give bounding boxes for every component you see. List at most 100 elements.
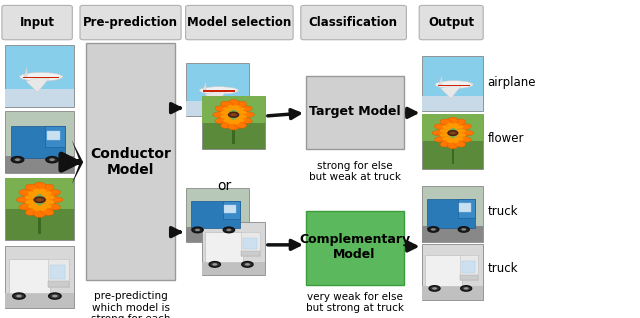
Polygon shape <box>470 84 473 86</box>
Ellipse shape <box>232 105 240 110</box>
Bar <box>428 199 475 228</box>
Ellipse shape <box>38 189 47 194</box>
Bar <box>5 293 74 308</box>
Bar <box>11 126 65 158</box>
Text: airplane: airplane <box>488 76 536 89</box>
Bar <box>191 201 240 228</box>
Circle shape <box>245 263 250 266</box>
Ellipse shape <box>236 118 244 122</box>
Ellipse shape <box>215 106 228 112</box>
Circle shape <box>52 295 58 297</box>
Circle shape <box>37 198 42 201</box>
FancyBboxPatch shape <box>80 5 181 40</box>
Ellipse shape <box>25 196 36 200</box>
Text: or: or <box>217 179 231 193</box>
Text: Classification: Classification <box>308 16 398 29</box>
Bar <box>5 89 74 107</box>
Text: Output: Output <box>428 16 474 29</box>
Bar <box>422 226 483 242</box>
Ellipse shape <box>40 184 54 192</box>
Ellipse shape <box>447 142 458 149</box>
Ellipse shape <box>215 118 228 124</box>
Bar <box>186 63 249 116</box>
Text: very weak for else
but strong at truck: very weak for else but strong at truck <box>305 292 404 313</box>
Polygon shape <box>72 140 83 184</box>
Text: Target Model: Target Model <box>308 106 401 118</box>
Bar <box>422 96 483 111</box>
Bar <box>5 45 74 107</box>
Ellipse shape <box>432 130 447 136</box>
Bar <box>426 255 462 286</box>
Bar <box>186 101 249 116</box>
Bar <box>48 280 68 287</box>
Polygon shape <box>203 82 206 90</box>
Circle shape <box>458 227 469 232</box>
Bar <box>438 85 470 86</box>
Ellipse shape <box>232 120 240 124</box>
Ellipse shape <box>38 205 47 211</box>
Bar <box>50 265 65 279</box>
Bar <box>45 126 65 147</box>
Ellipse shape <box>42 204 51 208</box>
Ellipse shape <box>220 115 230 119</box>
Bar <box>186 188 249 242</box>
Circle shape <box>209 262 220 267</box>
Bar <box>422 114 483 141</box>
Text: Conductor
Model: Conductor Model <box>90 147 171 177</box>
Ellipse shape <box>42 191 51 196</box>
Bar <box>241 251 260 256</box>
Ellipse shape <box>459 130 474 136</box>
Ellipse shape <box>234 101 246 108</box>
Bar <box>38 206 41 234</box>
Bar <box>422 186 483 242</box>
Circle shape <box>451 132 455 134</box>
Ellipse shape <box>45 190 61 196</box>
Bar <box>458 199 475 218</box>
Bar <box>5 111 74 173</box>
Ellipse shape <box>454 140 465 147</box>
Polygon shape <box>440 86 461 99</box>
Bar <box>205 232 243 262</box>
Ellipse shape <box>456 133 466 137</box>
Ellipse shape <box>19 203 34 210</box>
Circle shape <box>49 158 55 161</box>
Ellipse shape <box>220 111 230 115</box>
Ellipse shape <box>442 136 451 141</box>
Bar <box>460 274 478 280</box>
Bar <box>232 120 235 144</box>
Ellipse shape <box>228 123 239 130</box>
Ellipse shape <box>227 120 235 124</box>
Bar <box>241 232 260 256</box>
Text: Pre-prediction: Pre-prediction <box>83 16 178 29</box>
Circle shape <box>231 114 236 116</box>
Circle shape <box>461 228 466 231</box>
Bar <box>202 262 265 275</box>
Circle shape <box>49 293 61 299</box>
Ellipse shape <box>458 124 471 130</box>
Ellipse shape <box>33 205 42 211</box>
Circle shape <box>431 228 436 231</box>
Bar <box>48 259 68 287</box>
Ellipse shape <box>237 115 247 119</box>
Ellipse shape <box>236 107 244 112</box>
FancyBboxPatch shape <box>2 5 72 40</box>
Circle shape <box>195 229 200 231</box>
Ellipse shape <box>44 196 54 200</box>
Ellipse shape <box>33 182 46 190</box>
Text: flower: flower <box>488 132 524 145</box>
Circle shape <box>223 227 234 233</box>
Bar <box>202 222 265 275</box>
Circle shape <box>429 286 440 291</box>
Ellipse shape <box>447 138 454 143</box>
Bar <box>5 156 74 173</box>
Ellipse shape <box>442 125 451 130</box>
Text: strong for else
but weak at truck: strong for else but weak at truck <box>308 161 401 182</box>
Ellipse shape <box>458 136 471 142</box>
Ellipse shape <box>447 123 454 128</box>
Bar <box>202 96 265 123</box>
Ellipse shape <box>435 81 473 88</box>
Ellipse shape <box>454 119 465 126</box>
Circle shape <box>15 158 20 161</box>
Ellipse shape <box>45 203 61 210</box>
Ellipse shape <box>440 129 449 133</box>
